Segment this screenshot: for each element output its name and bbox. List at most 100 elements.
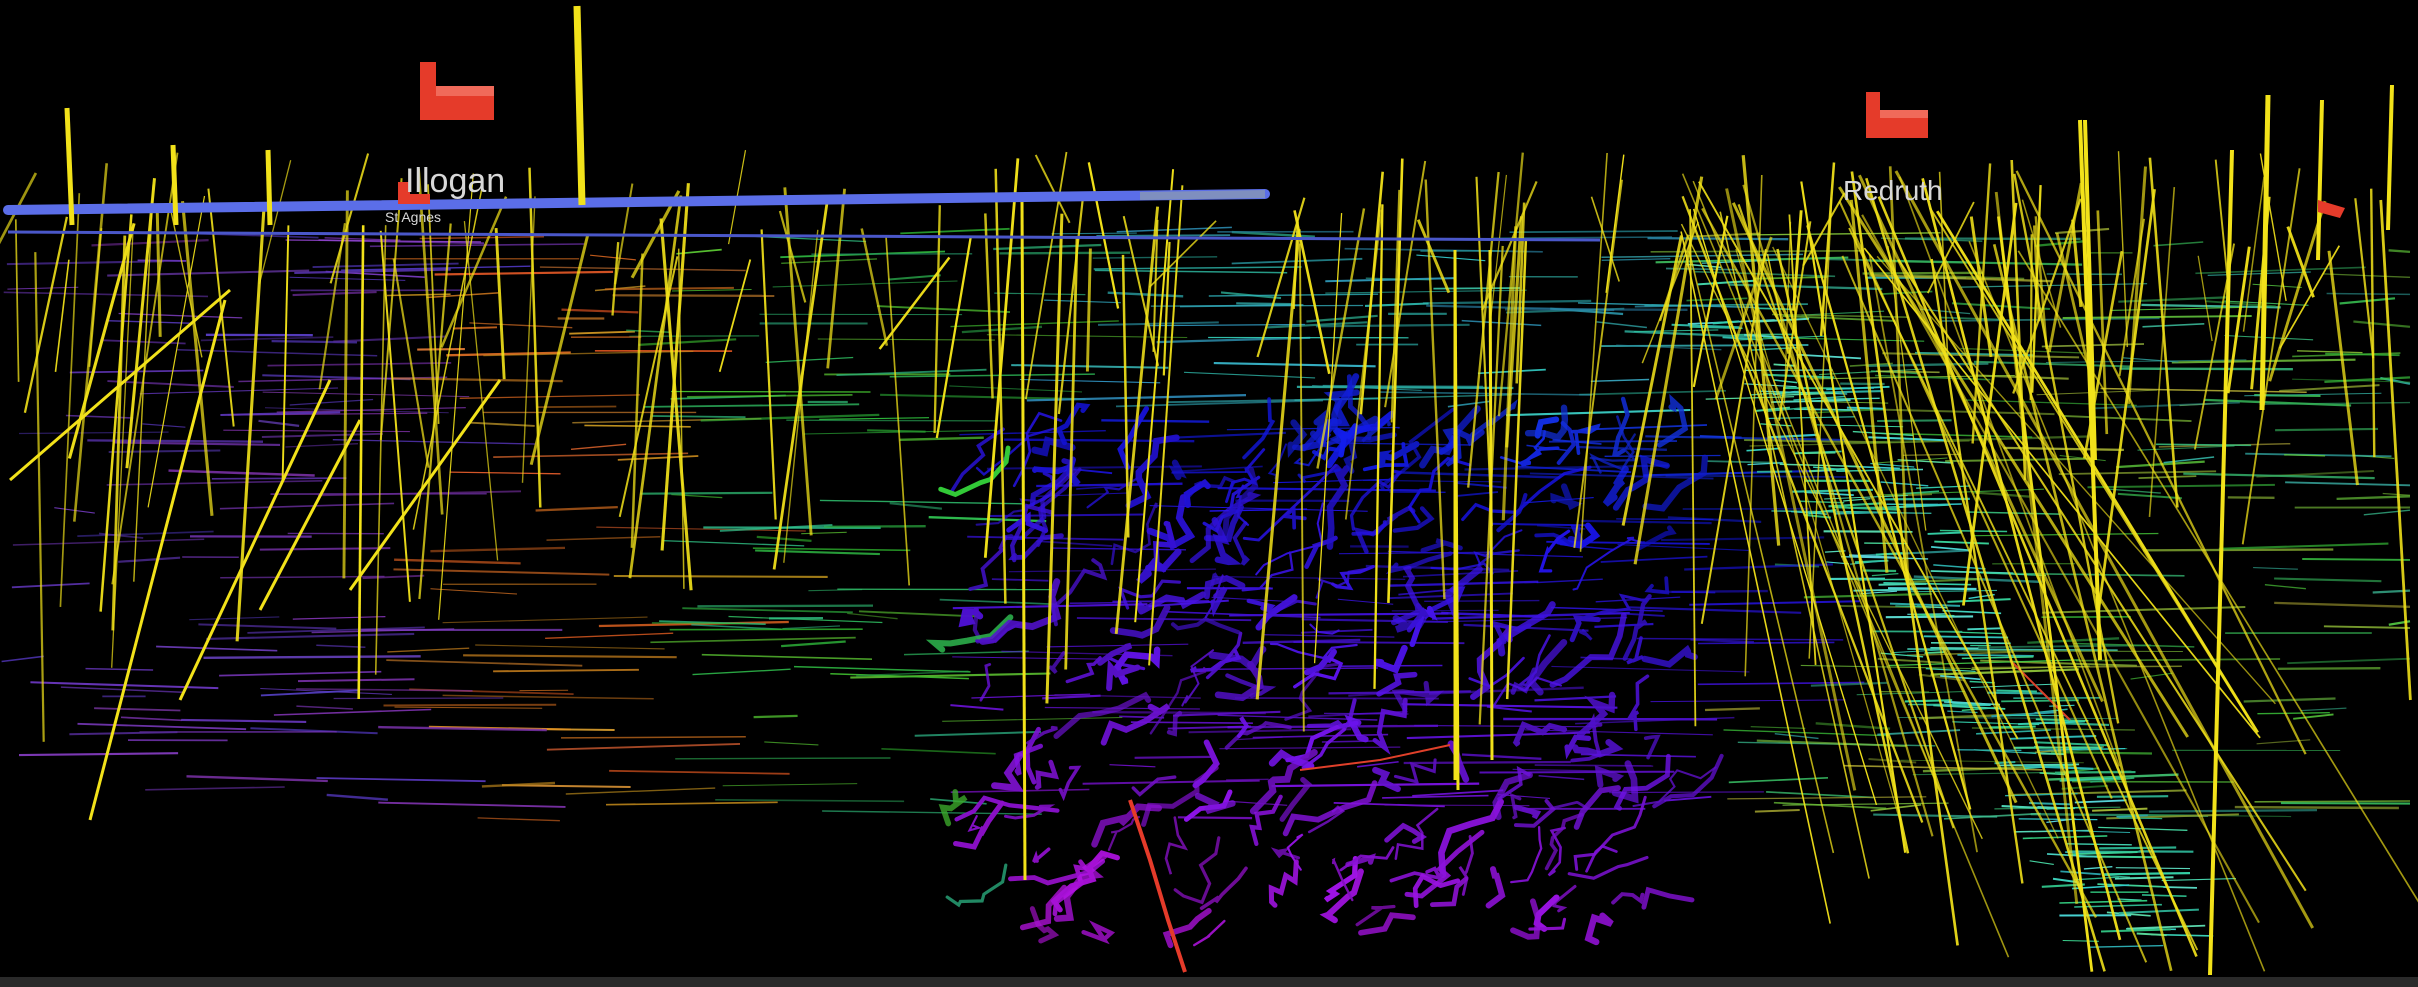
stope-working: [1053, 691, 1152, 739]
stope-working: [1145, 520, 1177, 573]
shaft-line: [2214, 159, 2230, 290]
mine-level-line: [105, 320, 190, 324]
shaft-line: [34, 252, 45, 742]
mine-level-line: [1645, 435, 1848, 442]
lode-shaft: [1772, 246, 2059, 839]
mine-level-line: [2256, 739, 2311, 745]
mine-level-line: [316, 644, 366, 648]
mine-level-line: [1627, 606, 1802, 614]
mine-level-line: [1044, 299, 1121, 304]
mine-level-line: [1536, 578, 1603, 584]
shaft-line: [1064, 238, 1079, 670]
shaft-line: [630, 253, 644, 548]
mine-level-line: [2092, 807, 2148, 812]
mine-level-line: [1538, 774, 1585, 781]
mine-level-line: [605, 801, 778, 806]
stope-working: [1255, 502, 1324, 576]
mine-level-line: [2109, 488, 2161, 494]
mine-level-line: [12, 538, 205, 546]
stope-working: [1468, 656, 1525, 688]
mine-level-line: [156, 645, 278, 652]
mine-level-line: [11, 582, 90, 589]
mine-level-line: [1581, 519, 1712, 525]
mine-level-line: [1042, 694, 1101, 700]
shaft-line: [1373, 204, 1384, 689]
mine-level-line: [584, 424, 691, 428]
shaft-line: [1316, 208, 1366, 469]
stope-working: [1642, 454, 1708, 512]
stope-working: [1117, 406, 1150, 470]
mine-level-line: [752, 547, 911, 552]
lode-working: [1794, 408, 1859, 411]
mine-level-line: [100, 339, 186, 345]
lode-shaft: [2015, 170, 2307, 755]
mine-level-line: [1479, 770, 1675, 774]
mine-level-line: [1115, 399, 1324, 408]
mine-level-line: [220, 575, 385, 579]
shaft-line: [1045, 213, 1064, 704]
shaft-line: [1969, 216, 1993, 358]
lode-working: [2096, 795, 2169, 798]
stope-working: [1086, 477, 1139, 509]
stope-working: [975, 622, 1021, 643]
stope-working: [1204, 574, 1224, 619]
mine-level-line: [1213, 576, 1406, 580]
lode-working: [1880, 652, 1924, 658]
lode-working: [1826, 385, 1890, 391]
stope-working: [1576, 691, 1616, 739]
stope-working: [1438, 798, 1504, 879]
stope-working: [1567, 855, 1649, 880]
mine-level-line: [565, 787, 716, 795]
tall-shafts: [64, 5, 2394, 411]
lode-working: [1871, 572, 1899, 577]
mine-level-line: [1636, 637, 1844, 641]
stope-working: [1372, 697, 1408, 755]
stope-working: [1355, 904, 1396, 927]
stope-working: [1612, 396, 1630, 457]
mine-level-line: [2045, 359, 2247, 363]
mine-level-line: [1265, 321, 1368, 329]
mine-level-line: [1862, 271, 1984, 275]
stope-working: [1109, 604, 1171, 639]
shaft-line: [2226, 246, 2251, 394]
stope-working: [1345, 853, 1376, 867]
stope-working: [1528, 917, 1567, 931]
shaft-line: [258, 160, 292, 285]
mine-level-line: [697, 604, 874, 608]
lode-working: [2117, 898, 2142, 901]
lode-working: [2029, 860, 2054, 865]
mine-level-line: [1750, 726, 1806, 729]
mine-level-line: [394, 706, 543, 709]
shaft-line: [772, 202, 829, 570]
mine-level-line: [87, 439, 264, 443]
stope-working: [1326, 464, 1350, 550]
stope-working: [1391, 680, 1445, 712]
mine-level-line: [1082, 779, 1260, 785]
mine-level-line: [107, 269, 310, 277]
shaft-line: [1888, 166, 1910, 580]
stope-working: [1419, 405, 1481, 469]
mine-level-line: [2275, 427, 2379, 432]
stope-working: [1031, 436, 1076, 457]
stope-working: [1162, 908, 1212, 949]
mine-level-line: [1394, 471, 1561, 479]
stope-working: [1149, 666, 1207, 735]
stope-working: [1569, 615, 1601, 643]
mine-level-line: [200, 336, 334, 342]
stope-working: [1173, 836, 1221, 905]
mine-level-line: [881, 747, 996, 755]
lode-working: [1987, 691, 2044, 695]
shaft-line: [1387, 158, 1404, 603]
mine-level-line: [2073, 642, 2195, 648]
shaft-line: [0, 172, 38, 245]
mine-level-line: [900, 227, 1010, 235]
stope-working: [938, 789, 968, 827]
lode-working: [1773, 363, 1796, 367]
shaft-line: [1152, 219, 1159, 352]
mine-level-line: [950, 704, 1004, 711]
stope-working: [1510, 898, 1541, 940]
mine-level-line: [1660, 589, 1768, 594]
stope-working: [1214, 660, 1264, 702]
stope-working: [1199, 866, 1248, 910]
shaft-line: [983, 158, 1020, 558]
